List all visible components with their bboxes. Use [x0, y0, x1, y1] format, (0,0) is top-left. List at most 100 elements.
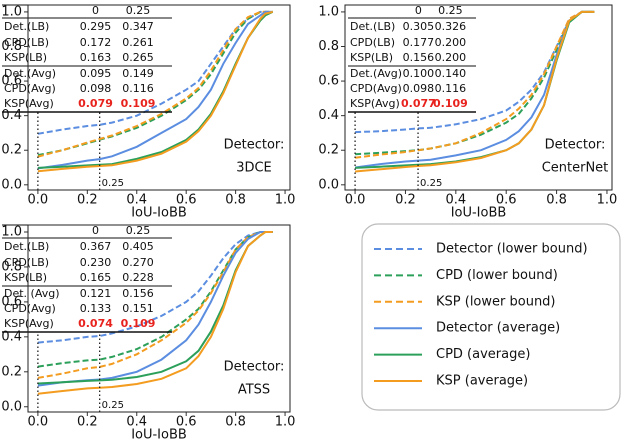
- y-tick-label: 0.4: [1, 329, 22, 344]
- table-row-label: CPD(LB): [4, 256, 49, 269]
- x-tick-label: 1.0: [275, 415, 296, 430]
- x-tick-label: 0.6: [496, 193, 517, 208]
- table-row-label: KSP(Avg): [350, 97, 400, 110]
- plot-frame: [344, 4, 613, 191]
- plot-frame: [27, 224, 291, 413]
- table-cell: 0.200: [435, 36, 467, 49]
- table-cell: 0.109: [433, 97, 468, 110]
- table-row-label: Det.(LB): [4, 20, 49, 33]
- y-tick-label: 0.0: [1, 399, 22, 414]
- x-tick-label: 0.2: [395, 193, 416, 208]
- table-row-label: CPD(LB): [4, 36, 49, 49]
- x-tick-label: 1.0: [597, 193, 618, 208]
- x-tick-label: 0.2: [77, 415, 98, 430]
- series-line: [37, 231, 273, 368]
- x-tick-label: 0.2: [77, 193, 98, 208]
- table-cell: 0.326: [435, 20, 467, 33]
- table-cell: 0.305: [403, 20, 435, 33]
- table-row-label: Det. (Avg): [4, 287, 60, 300]
- x-tick-label: 1.0: [275, 193, 296, 208]
- detector-label: Detector:: [545, 138, 606, 153]
- table-header: 0: [92, 224, 99, 237]
- y-tick-label: 0.4: [1, 108, 22, 123]
- table-cell: 0.265: [122, 51, 154, 64]
- table-cell: 0.156: [122, 287, 154, 300]
- series-line: [37, 231, 273, 395]
- table-cell: 0.405: [122, 240, 154, 253]
- x-tick-label: 0.4: [126, 193, 147, 208]
- table-header: 0: [415, 4, 422, 17]
- table-header: 0.25: [126, 224, 151, 237]
- table-row-label: Det.(Avg): [4, 67, 56, 80]
- legend-label: CPD (average): [436, 347, 530, 362]
- table-cell: 0.133: [80, 302, 112, 315]
- y-tick-label: 0.0: [318, 177, 339, 192]
- table-cell: 0.261: [122, 36, 154, 49]
- x-tick-label: 0.0: [28, 193, 49, 208]
- detector-label: 3DCE: [236, 161, 272, 176]
- table-cell: 0.116: [435, 82, 467, 95]
- x-axis-label: IoU-IoBB: [451, 206, 507, 221]
- series-line: [37, 10, 273, 157]
- table-cell: 0.095: [80, 67, 112, 80]
- table-cell: 0.098: [403, 82, 435, 95]
- table-row-label: CPD(Avg): [4, 82, 56, 95]
- x-tick-label: 0.8: [546, 193, 567, 208]
- table-cell: 0.151: [122, 302, 154, 315]
- table-cell: 0.140: [435, 67, 467, 80]
- y-tick-label: 0.8: [318, 39, 339, 54]
- table-row-label: Det.(LB): [4, 240, 49, 253]
- table-cell: 0.163: [80, 51, 112, 64]
- table-row-label: KSP(Avg): [4, 317, 54, 330]
- x-axis-label: IoU-IoBB: [131, 206, 187, 221]
- x-tick-label: 0.6: [176, 415, 197, 430]
- x-tick-label: 0.0: [28, 415, 49, 430]
- table-cell: 0.149: [122, 67, 154, 80]
- table-cell: 0.156: [403, 51, 435, 64]
- y-tick-label: 0.6: [318, 74, 339, 89]
- table-cell: 0.121: [80, 287, 112, 300]
- table-cell: 0.228: [122, 271, 154, 284]
- table-row-label: KSP(Avg): [4, 97, 54, 110]
- x-tick-label: 0.4: [445, 193, 466, 208]
- y-tick-label: 0.4: [318, 108, 339, 123]
- table-cell: 0.367: [80, 240, 112, 253]
- table-row-label: CPD(LB): [350, 36, 395, 49]
- y-tick-label: 0.8: [1, 259, 22, 274]
- table-cell: 0.270: [122, 256, 154, 269]
- table-header: 0: [92, 4, 99, 17]
- threshold-label: 0.25: [420, 178, 442, 189]
- table-cell: 0.347: [122, 20, 154, 33]
- table-cell: 0.177: [403, 36, 435, 49]
- series-line: [37, 10, 273, 158]
- y-tick-label: 1.0: [1, 224, 22, 239]
- table-header: 0.25: [126, 4, 151, 17]
- legend-label: KSP (lower bound): [436, 294, 556, 309]
- table-row-label: KSP(LB): [350, 51, 393, 64]
- series-line: [37, 231, 273, 379]
- x-tick-label: 0.6: [176, 193, 197, 208]
- table-cell: 0.109: [121, 97, 156, 110]
- y-tick-label: 0.0: [1, 177, 22, 192]
- threshold-label: 0.25: [102, 400, 124, 411]
- legend-label: Detector (average): [436, 321, 560, 336]
- detector-label: CenterNet: [542, 161, 609, 176]
- legend-label: KSP (average): [436, 374, 528, 389]
- table-cell: 0.295: [80, 20, 112, 33]
- x-tick-label: 0.8: [225, 415, 246, 430]
- y-tick-label: 0.2: [318, 143, 339, 158]
- table-cell: 0.172: [80, 36, 112, 49]
- y-tick-label: 1.0: [318, 4, 339, 19]
- table-cell: 0.098: [80, 82, 112, 95]
- x-tick-label: 0.0: [345, 193, 366, 208]
- table-cell: 0.165: [80, 271, 112, 284]
- series-line: [37, 10, 273, 135]
- table-cell: 0.074: [78, 317, 113, 330]
- series-line: [354, 10, 595, 159]
- table-row-label: CPD(Avg): [350, 82, 402, 95]
- y-tick-label: 0.2: [1, 143, 22, 158]
- table-row-label: KSP(LB): [4, 271, 47, 284]
- x-tick-label: 0.4: [126, 415, 147, 430]
- table-cell: 0.230: [80, 256, 112, 269]
